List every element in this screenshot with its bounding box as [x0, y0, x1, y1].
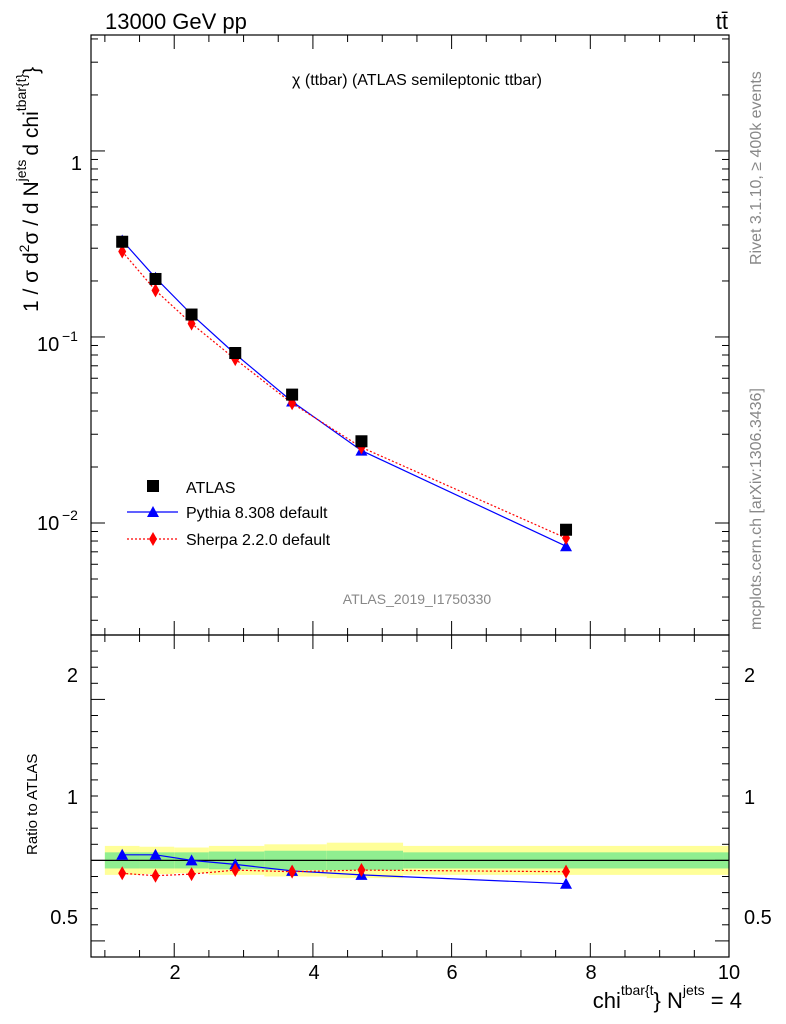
ratio-y-axis-label: Ratio to ATLAS: [24, 754, 41, 855]
ytick-label-1: 1: [71, 153, 82, 175]
data-point-s0-4: [286, 388, 299, 401]
legend-marker-pythia: [147, 506, 159, 517]
rivet-label: Rivet 3.1.10, ≥ 400k events: [748, 71, 765, 265]
ratio-ytick-left-05: 0.5: [50, 907, 78, 929]
ratio-point-s0-6: [560, 877, 573, 889]
ratio-point-s1-0: [118, 866, 127, 881]
process-label: tt̄: [716, 9, 728, 34]
ratio-ytick-left-2: 2: [67, 665, 78, 687]
data-point-s0-2: [185, 308, 198, 321]
xtick-label-10: 10: [718, 962, 740, 984]
ratio-point-s0-0: [116, 848, 129, 860]
ratio-frame: [90, 634, 730, 958]
main-ticks: [91, 35, 730, 635]
data-point-s0-3: [229, 347, 242, 360]
ratio-point-s0-2: [185, 854, 198, 866]
mcplots-label: mcplots.cern.ch [arXiv:1306.3436]: [748, 388, 765, 630]
ratio-data-layer: [91, 842, 729, 889]
data-point-s2-1: [151, 283, 160, 298]
ratio-ytick-right-05: 0.5: [744, 907, 772, 929]
ratio-ticks: [91, 634, 730, 958]
ytick-label-10-1: 10: [37, 334, 59, 356]
watermark: ATLAS_2019_I1750330: [343, 591, 492, 607]
data-point-s0-5: [355, 435, 368, 448]
ratio-point-s1-1: [151, 868, 160, 883]
main-data-layer: [116, 234, 573, 552]
ratio-ytick-right-2: 2: [744, 665, 755, 687]
ytick-exp-minus1: −1: [62, 328, 78, 344]
legend-label-sherpa: Sherpa 2.2.0 default: [186, 532, 331, 549]
ratio-point-s1-6: [562, 864, 571, 879]
data-point-s0-0: [116, 235, 129, 248]
xtick-label-4: 4: [308, 962, 319, 984]
ratio-point-s1-2: [187, 867, 196, 882]
legend-marker-sherpa: [149, 532, 157, 546]
energy-label: 13000 GeV pp: [105, 9, 247, 34]
x-axis-label: chitbar{t} Njets = 4: [593, 982, 742, 1013]
ytick-label-10-2: 10: [37, 513, 59, 535]
xtick-label-6: 6: [446, 962, 457, 984]
data-point-s0-6: [560, 523, 573, 536]
chart-title: χ (ttbar) (ATLAS semileptonic ttbar): [292, 72, 542, 89]
legend-marker-atlas: [147, 480, 159, 492]
ratio-panel: 2 1 0.5 2 1 0.5 Ratio to ATLAS 2 4 6 8 1…: [24, 634, 772, 1013]
ratio-ytick-right-1: 1: [744, 787, 755, 809]
data-point-s0-1: [149, 272, 162, 285]
legend: ATLAS Pythia 8.308 default Sherpa 2.2.0 …: [127, 480, 331, 549]
data-point-s1-6: [560, 540, 573, 552]
ratio-ytick-left-1: 1: [67, 787, 78, 809]
xtick-label-2: 2: [169, 962, 180, 984]
ratio-point-s1-4: [288, 864, 297, 879]
ratio-point-s1-3: [231, 863, 240, 878]
ytick-exp-minus2: −2: [62, 507, 78, 523]
xtick-label-8: 8: [585, 962, 596, 984]
main-panel: χ (ttbar) (ATLAS semileptonic ttbar) ATL…: [13, 34, 730, 636]
y-axis-label: 1 / σ d2σ / d Njetsd chitbar{t}}: [13, 67, 43, 312]
series-line-1: [121, 240, 567, 547]
ratio-point-s0-1: [149, 848, 162, 860]
ratio-point-s1-5: [357, 863, 366, 878]
data-point-s2-0: [118, 244, 127, 259]
legend-label-atlas: ATLAS: [186, 480, 236, 497]
legend-label-pythia: Pythia 8.308 default: [186, 505, 328, 522]
